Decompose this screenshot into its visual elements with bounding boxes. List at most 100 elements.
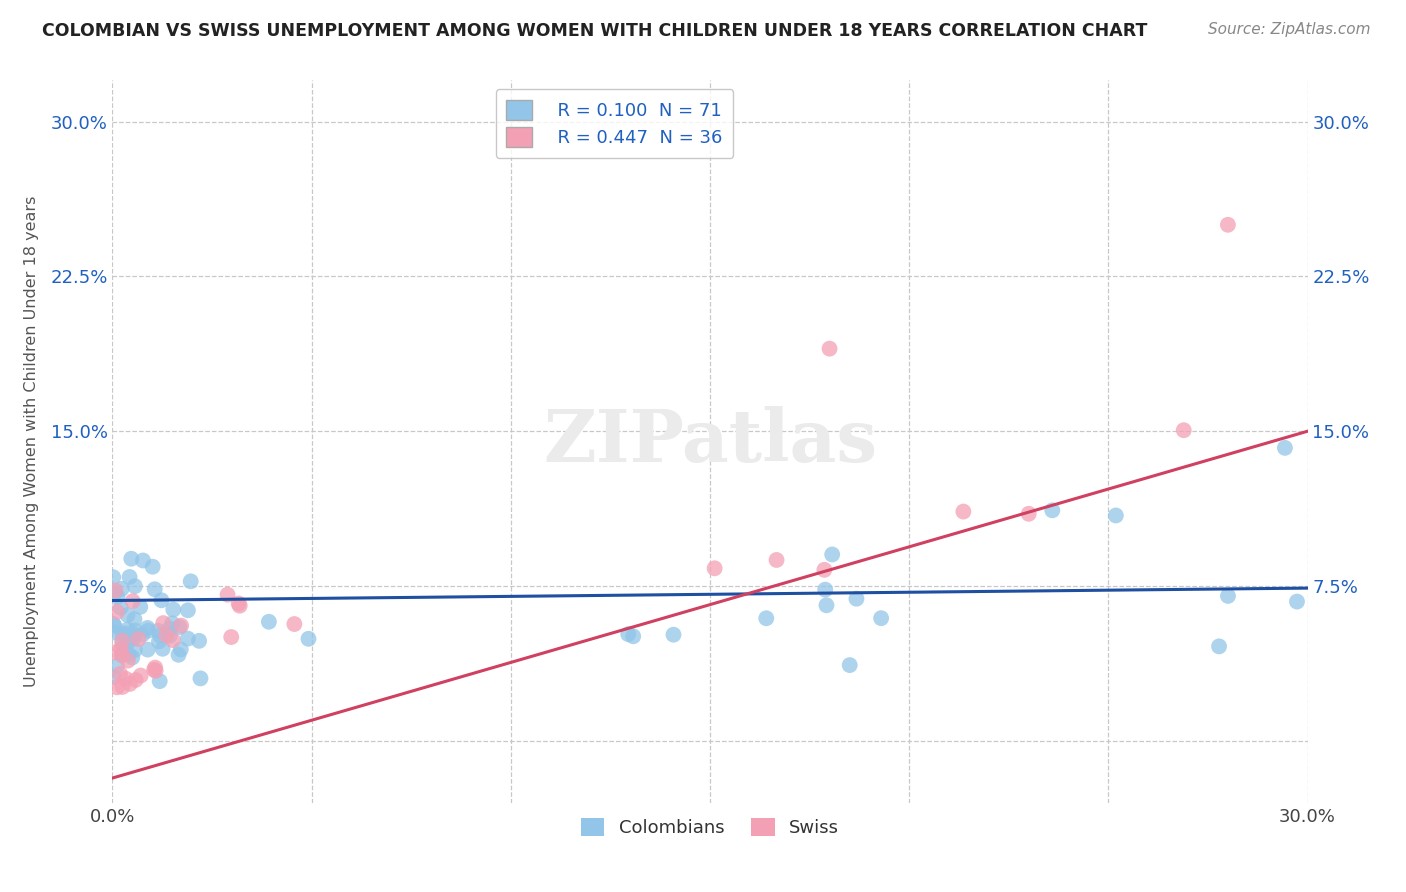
- Point: [149, 628, 172, 642]
- Point: [145, 664, 167, 678]
- Point: [143, 663, 166, 677]
- Point: [180, 574, 202, 589]
- Point: [838, 658, 860, 673]
- Point: [111, 636, 134, 650]
- Point: [136, 624, 159, 638]
- Point: [131, 628, 153, 642]
- Point: [114, 626, 136, 640]
- Point: [765, 553, 787, 567]
- Point: [621, 629, 644, 643]
- Point: [148, 634, 170, 648]
- Point: [257, 615, 280, 629]
- Point: [190, 672, 212, 686]
- Point: [703, 561, 725, 575]
- Point: [159, 629, 181, 643]
- Point: [1040, 503, 1063, 517]
- Point: [111, 680, 134, 694]
- Point: [103, 616, 125, 631]
- Point: [1173, 423, 1195, 437]
- Point: [103, 586, 125, 600]
- Point: [110, 600, 132, 615]
- Point: [136, 642, 159, 657]
- Point: [111, 648, 134, 663]
- Point: [121, 594, 143, 608]
- Point: [117, 623, 139, 637]
- Point: [150, 593, 173, 607]
- Point: [117, 654, 139, 668]
- Point: [124, 612, 146, 626]
- Point: [170, 642, 193, 657]
- Point: [1216, 589, 1239, 603]
- Point: [870, 611, 893, 625]
- Point: [219, 630, 242, 644]
- Point: [103, 625, 125, 640]
- Point: [152, 616, 174, 631]
- Point: [188, 633, 211, 648]
- Point: [108, 666, 131, 681]
- Point: [283, 617, 305, 632]
- Point: [117, 635, 139, 649]
- Point: [149, 674, 172, 689]
- Point: [755, 611, 778, 625]
- Point: [617, 627, 640, 641]
- Point: [845, 591, 868, 606]
- Point: [1216, 218, 1239, 232]
- Point: [1208, 640, 1230, 654]
- Point: [821, 548, 844, 562]
- Point: [143, 582, 166, 597]
- Point: [1285, 594, 1308, 608]
- Point: [146, 624, 169, 638]
- Point: [118, 677, 141, 691]
- Point: [124, 624, 146, 638]
- Point: [162, 633, 184, 648]
- Point: [814, 582, 837, 597]
- Point: [105, 605, 128, 619]
- Point: [152, 641, 174, 656]
- Point: [124, 673, 146, 687]
- Text: COLOMBIAN VS SWISS UNEMPLOYMENT AMONG WOMEN WITH CHILDREN UNDER 18 YEARS CORRELA: COLOMBIAN VS SWISS UNEMPLOYMENT AMONG WO…: [42, 22, 1147, 40]
- Point: [1105, 508, 1128, 523]
- Point: [177, 632, 200, 646]
- Point: [124, 579, 146, 593]
- Point: [129, 599, 152, 614]
- Point: [142, 559, 165, 574]
- Point: [813, 563, 835, 577]
- Point: [111, 627, 134, 641]
- Point: [228, 597, 250, 611]
- Point: [121, 650, 143, 665]
- Text: Source: ZipAtlas.com: Source: ZipAtlas.com: [1208, 22, 1371, 37]
- Point: [815, 599, 838, 613]
- Point: [105, 681, 128, 695]
- Point: [117, 608, 139, 623]
- Point: [160, 616, 183, 631]
- Point: [129, 668, 152, 682]
- Point: [111, 633, 134, 648]
- Point: [170, 618, 193, 632]
- Point: [118, 570, 141, 584]
- Point: [110, 642, 132, 657]
- Point: [127, 632, 149, 646]
- Y-axis label: Unemployment Among Women with Children Under 18 years: Unemployment Among Women with Children U…: [24, 196, 39, 687]
- Point: [120, 551, 142, 566]
- Point: [952, 505, 974, 519]
- Point: [122, 627, 145, 641]
- Point: [118, 648, 141, 662]
- Point: [104, 583, 127, 598]
- Point: [1274, 441, 1296, 455]
- Point: [155, 628, 177, 642]
- Point: [159, 622, 181, 636]
- Point: [132, 553, 155, 567]
- Point: [167, 648, 190, 662]
- Point: [217, 588, 239, 602]
- Text: ZIPatlas: ZIPatlas: [543, 406, 877, 477]
- Point: [124, 643, 146, 657]
- Point: [103, 619, 125, 633]
- Point: [818, 342, 841, 356]
- Point: [136, 621, 159, 635]
- Point: [105, 658, 128, 673]
- Point: [177, 603, 200, 617]
- Legend: Colombians, Swiss: Colombians, Swiss: [574, 811, 846, 845]
- Point: [101, 645, 124, 659]
- Point: [103, 670, 125, 684]
- Point: [111, 582, 134, 596]
